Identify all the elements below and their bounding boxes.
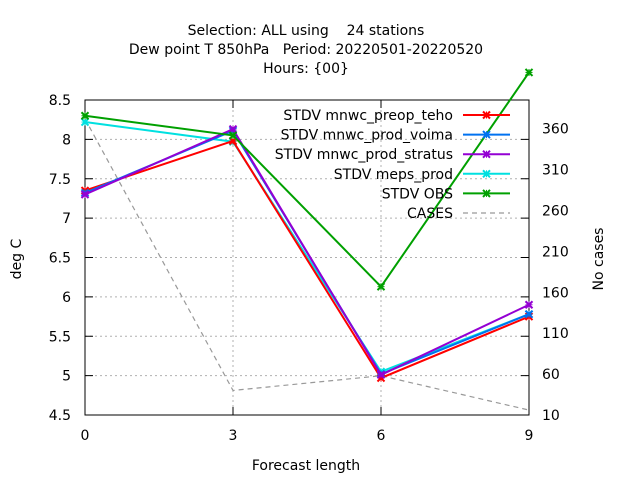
- y2-tick-label: 310: [542, 163, 569, 179]
- x-tick-label: 6: [377, 428, 386, 444]
- legend-label: STDV mnwc_preop_teho: [283, 108, 453, 124]
- legend: STDV mnwc_preop_teho STDV mnwc_prod_voima…: [275, 108, 510, 222]
- data-point-marker: [80, 190, 90, 199]
- legend-item: STDV mnwc_prod_voima: [281, 128, 510, 144]
- y2-tick-label: 60: [542, 367, 560, 383]
- data-point-marker: [482, 189, 491, 198]
- y2-tick-label: 160: [542, 285, 569, 301]
- legend-label: STDV meps_prod: [334, 167, 453, 183]
- x-tick-label: 9: [525, 428, 534, 444]
- y2-tick-label: 10: [542, 408, 560, 424]
- x-tick-label: 0: [81, 428, 90, 444]
- series-line: [84, 127, 530, 377]
- series-stdv-mnwc-prod-stratus: [80, 124, 534, 380]
- title-line: Selection: ALL using 24 stations: [188, 23, 425, 39]
- legend-label: STDV OBS: [382, 186, 453, 202]
- series-stdv-obs: [80, 68, 534, 291]
- data-point-marker: [482, 130, 491, 139]
- data-point-marker: [80, 117, 90, 127]
- chart-title: Selection: ALL using 24 stations Dew poin…: [129, 23, 483, 77]
- series-line: [84, 139, 530, 380]
- legend-label: CASES: [407, 206, 453, 222]
- series-layer: [80, 68, 534, 411]
- data-point-marker: [482, 169, 491, 179]
- legend-item: CASES: [407, 206, 510, 222]
- y-tick-label: 5: [62, 369, 71, 385]
- legend-item: STDV mnwc_prod_stratus: [275, 147, 510, 163]
- x-axis-label: Forecast length: [252, 458, 360, 474]
- data-point-marker: [482, 149, 491, 159]
- y2-tick-label: 360: [542, 122, 569, 138]
- data-point-marker: [376, 370, 386, 380]
- title-line: Hours: {00}: [263, 61, 349, 77]
- y-tick-label: 7: [62, 211, 71, 227]
- legend-item: STDV OBS: [382, 186, 510, 202]
- data-point-marker: [228, 124, 238, 134]
- data-point-marker: [376, 282, 386, 291]
- y-tick-label: 8.5: [49, 93, 71, 109]
- y-tick-label: 7.5: [49, 172, 71, 188]
- legend-item: STDV mnwc_preop_teho: [283, 108, 510, 124]
- y-axis-label: deg C: [9, 238, 25, 279]
- legend-item: STDV meps_prod: [334, 167, 510, 183]
- y-tick-label: 6: [62, 290, 71, 306]
- y-tick-label: 8: [62, 132, 71, 148]
- data-point-marker: [228, 131, 238, 140]
- y2-tick-label: 110: [542, 326, 569, 342]
- series-line: [84, 118, 530, 411]
- x-tick-label: 3: [229, 428, 238, 444]
- data-point-marker: [80, 111, 90, 120]
- legend-label: STDV mnwc_prod_voima: [281, 128, 453, 144]
- series-line: [84, 71, 530, 289]
- y-tick-label: 5.5: [49, 329, 71, 345]
- data-point-marker: [524, 309, 534, 319]
- series-line: [84, 121, 530, 373]
- data-point-marker: [482, 110, 491, 120]
- y2-tick-label: 260: [542, 203, 569, 219]
- y2-tick-label: 210: [542, 244, 569, 260]
- legend-label: STDV mnwc_prod_stratus: [275, 147, 453, 163]
- data-point-marker: [524, 68, 534, 77]
- data-point-marker: [524, 300, 534, 309]
- y-tick-label: 4.5: [49, 408, 71, 424]
- tick-labels: 4.5 5 5.5 6 6.5 7 7.5 8 8.5 0 3 6 9 10 60 110 160 210 260 3…: [49, 93, 569, 444]
- y-tick-label: 6.5: [49, 251, 71, 267]
- y2-axis-label: No cases: [591, 228, 607, 291]
- series-cases: [84, 118, 530, 411]
- title-line: Dew point T 850hPa Period: 20220501-2022…: [129, 42, 483, 58]
